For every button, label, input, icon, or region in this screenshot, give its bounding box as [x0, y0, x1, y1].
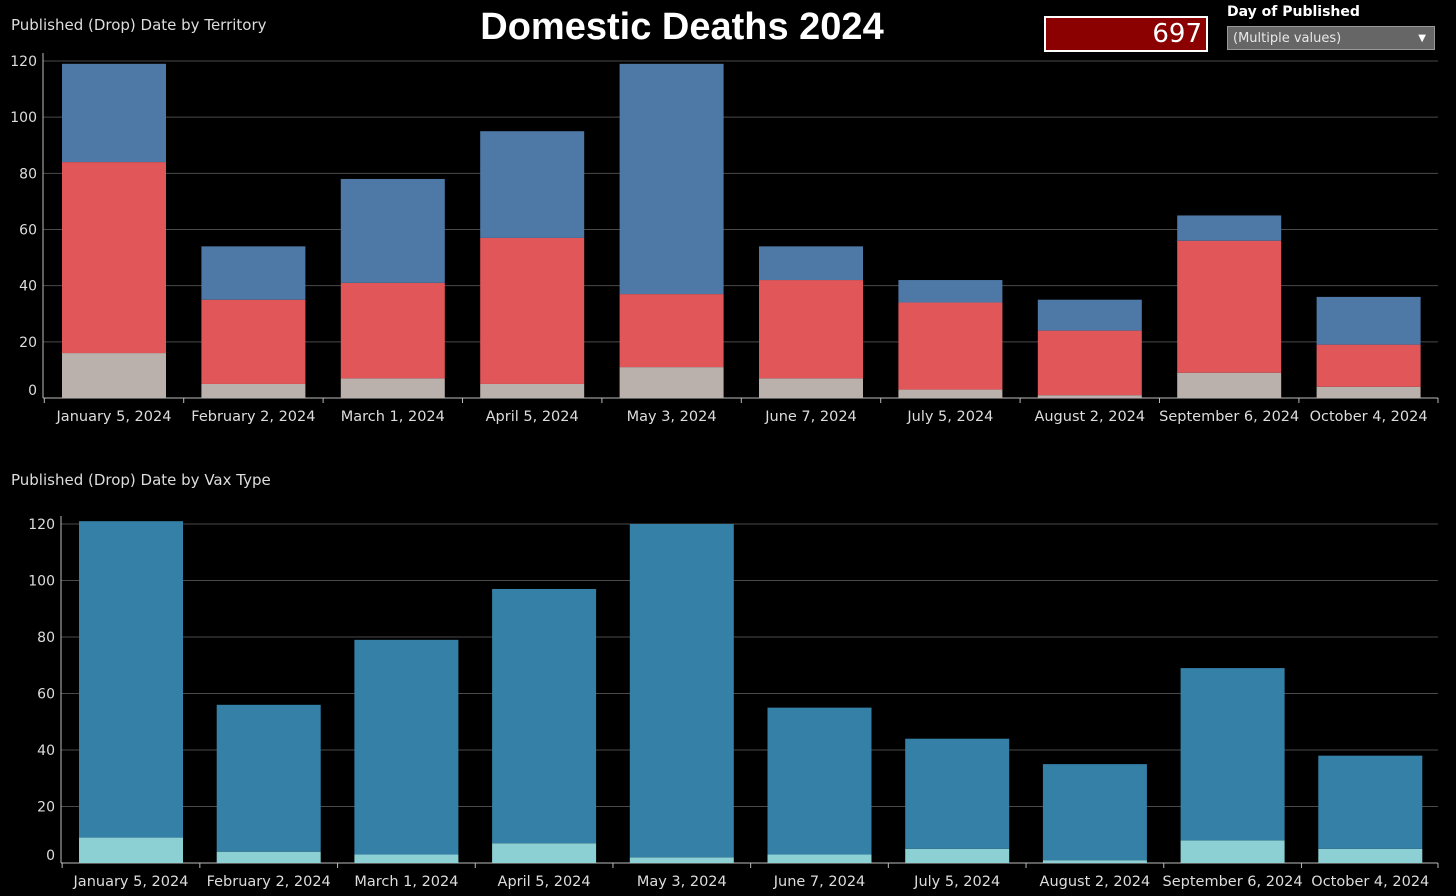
- x-tick-label: May 3, 2024: [627, 409, 717, 425]
- y-tick-label: 20: [37, 800, 55, 816]
- bar-segment-april-5-2024-s1: [480, 237, 585, 384]
- vax-type-chart-title: Published (Drop) Date by Vax Type: [11, 471, 271, 489]
- y-tick-label: 120: [10, 54, 37, 70]
- bar-segment-february-2-2024-s1: [201, 299, 306, 384]
- y-tick-label: 60: [37, 687, 55, 703]
- x-tick-label: February 2, 2024: [207, 874, 331, 890]
- bar-segment-april-5-2024-s0: [492, 843, 597, 863]
- y-tick-label: 0: [46, 848, 55, 864]
- bar-segment-may-3-2024-s2: [619, 63, 724, 295]
- bar-segment-october-4-2024-s0: [1318, 848, 1423, 863]
- bar-segment-march-1-2024-s0: [354, 854, 459, 863]
- bar-segment-october-4-2024-s0: [1316, 386, 1421, 398]
- x-tick-label: January 5, 2024: [56, 409, 172, 425]
- y-tick-label: 20: [19, 335, 37, 351]
- bar-segment-september-6-2024-s1: [1180, 668, 1285, 841]
- bar-segment-june-7-2024-s0: [759, 378, 863, 398]
- bar-segment-march-1-2024-s1: [354, 639, 459, 855]
- y-tick-label: 60: [19, 223, 37, 239]
- bar-segment-february-2-2024-s0: [201, 383, 306, 398]
- bar-segment-september-6-2024-s2: [1177, 215, 1282, 241]
- bar-segment-october-4-2024-s2: [1316, 296, 1421, 345]
- y-tick-label: 40: [37, 743, 55, 759]
- bar-segment-august-2-2024-s1: [1042, 764, 1147, 861]
- bar-segment-july-5-2024-s1: [898, 302, 1003, 390]
- bar-segment-july-5-2024-s1: [905, 738, 1010, 849]
- x-tick-label: June 7, 2024: [773, 874, 866, 890]
- bar-segment-august-2-2024-s2: [1037, 299, 1142, 331]
- y-tick-label: 80: [37, 630, 55, 646]
- bar-segment-august-2-2024-s1: [1037, 330, 1142, 396]
- bar-segment-april-5-2024-s1: [492, 588, 597, 844]
- bar-segment-july-5-2024-s0: [905, 848, 1010, 863]
- filter-label: Day of Published: [1227, 4, 1360, 20]
- bar-segment-january-5-2024-s0: [62, 353, 166, 398]
- x-tick-label: October 4, 2024: [1310, 409, 1428, 425]
- x-tick-label: March 1, 2024: [354, 874, 458, 890]
- bar-segment-may-3-2024-s0: [619, 367, 724, 398]
- bar-segment-june-7-2024-s2: [759, 246, 863, 281]
- bar-segment-may-3-2024-s0: [629, 857, 734, 863]
- x-tick-label: September 6, 2024: [1159, 409, 1299, 425]
- x-tick-label: March 1, 2024: [341, 409, 445, 425]
- bar-segment-april-5-2024-s0: [480, 383, 585, 398]
- y-tick-label: 100: [10, 110, 37, 126]
- total-count-badge: 697: [1044, 16, 1208, 52]
- bar-segment-july-5-2024-s2: [898, 280, 1003, 303]
- bar-segment-february-2-2024-s2: [201, 246, 306, 300]
- bar-segment-february-2-2024-s0: [216, 851, 321, 863]
- territory-chart-title: Published (Drop) Date by Territory: [11, 16, 267, 34]
- x-tick-label: April 5, 2024: [486, 409, 579, 425]
- x-tick-label: May 3, 2024: [637, 874, 727, 890]
- bar-segment-october-4-2024-s1: [1316, 344, 1421, 387]
- x-tick-label: September 6, 2024: [1163, 874, 1303, 890]
- y-tick-label: 40: [19, 279, 37, 295]
- bar-segment-june-7-2024-s0: [767, 854, 872, 863]
- dropdown-value: (Multiple values): [1233, 31, 1342, 46]
- bar-segment-may-3-2024-s1: [629, 524, 734, 858]
- y-tick-label: 100: [28, 574, 55, 590]
- bar-segment-june-7-2024-s1: [767, 707, 872, 855]
- x-tick-label: February 2, 2024: [191, 409, 315, 425]
- y-tick-label: 0: [28, 383, 37, 399]
- bar-segment-january-5-2024-s0: [79, 837, 183, 863]
- bar-segment-october-4-2024-s1: [1318, 755, 1423, 849]
- bar-segment-august-2-2024-s0: [1042, 860, 1147, 863]
- x-tick-label: June 7, 2024: [764, 409, 857, 425]
- bar-segment-september-6-2024-s1: [1177, 240, 1282, 373]
- y-tick-label: 80: [19, 166, 37, 182]
- bar-segment-june-7-2024-s1: [759, 280, 863, 379]
- bar-segment-march-1-2024-s1: [340, 282, 445, 379]
- bar-segment-july-5-2024-s0: [898, 389, 1003, 398]
- bar-segment-january-5-2024-s1: [62, 162, 166, 354]
- x-tick-label: July 5, 2024: [913, 874, 1000, 890]
- bar-segment-august-2-2024-s0: [1037, 395, 1142, 398]
- bar-segment-january-5-2024-s1: [79, 521, 183, 838]
- day-of-published-dropdown[interactable]: (Multiple values) ▼: [1227, 26, 1435, 50]
- x-tick-label: July 5, 2024: [906, 409, 993, 425]
- bar-segment-may-3-2024-s1: [619, 294, 724, 368]
- bar-segment-march-1-2024-s0: [340, 378, 445, 398]
- chevron-down-icon[interactable]: ▼: [1418, 33, 1426, 44]
- bar-segment-march-1-2024-s2: [340, 178, 445, 283]
- y-tick-label: 120: [28, 517, 55, 533]
- x-tick-label: April 5, 2024: [498, 874, 591, 890]
- x-tick-label: January 5, 2024: [73, 874, 189, 890]
- x-tick-label: August 2, 2024: [1034, 409, 1145, 425]
- bar-segment-january-5-2024-s2: [62, 63, 166, 163]
- x-tick-label: August 2, 2024: [1040, 874, 1151, 890]
- bar-segment-april-5-2024-s2: [480, 131, 585, 238]
- bar-segment-february-2-2024-s1: [216, 704, 321, 852]
- bar-segment-september-6-2024-s0: [1180, 840, 1285, 863]
- bar-segment-september-6-2024-s0: [1177, 372, 1282, 398]
- dashboard-title: Domestic Deaths 2024: [480, 6, 884, 48]
- x-tick-label: October 4, 2024: [1311, 874, 1429, 890]
